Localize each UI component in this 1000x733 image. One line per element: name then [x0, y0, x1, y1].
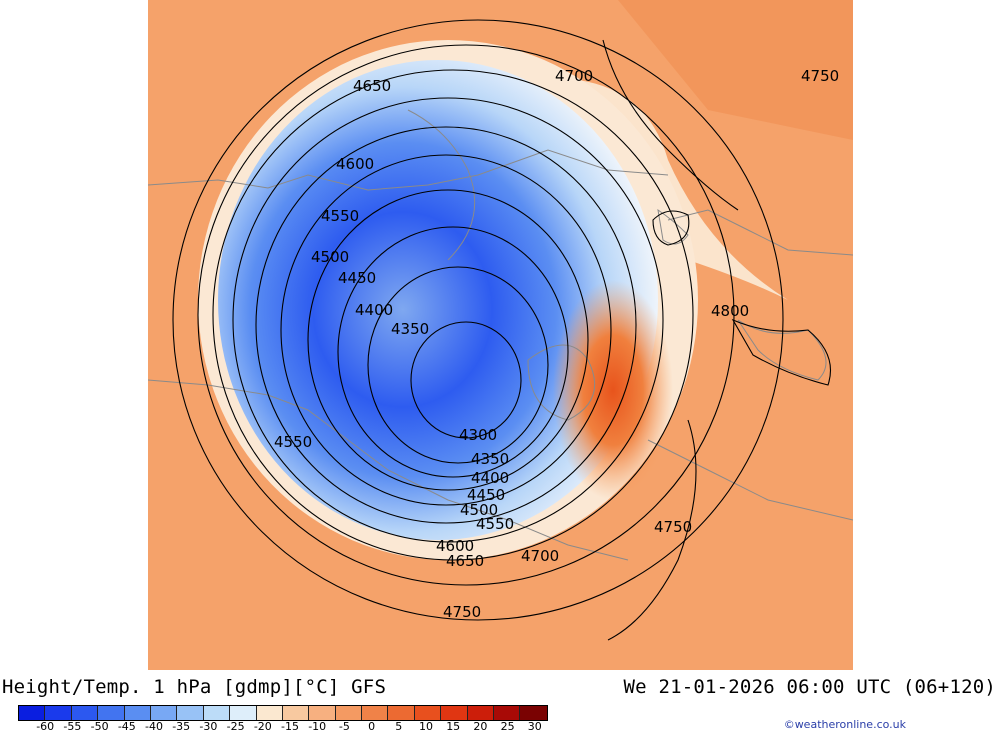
contour-label: 4650 — [353, 77, 391, 95]
color-scale-swatch — [494, 706, 521, 720]
color-scale-tick-label: 25 — [500, 720, 515, 733]
color-scale-tick-label: 10 — [419, 720, 433, 733]
color-scale-tick-label: 0 — [368, 720, 376, 733]
color-scale-tick-label: 20 — [473, 720, 488, 733]
color-scale-swatch — [203, 706, 231, 720]
color-scale-swatch — [177, 706, 204, 720]
color-scale-swatch — [362, 706, 389, 720]
color-scale-tick-label: -25 — [226, 720, 245, 733]
contour-label: 4350 — [471, 450, 509, 468]
coastlines — [148, 109, 853, 561]
contour-label: 4750 — [654, 518, 692, 536]
contour-label: 4500 — [311, 248, 349, 266]
color-scale-tick-label: -55 — [63, 720, 82, 733]
height-contours — [172, 19, 832, 641]
map-title: Height/Temp. 1 hPa [gdmp][°C] GFS — [2, 676, 387, 698]
contour-label: 4500 — [460, 501, 498, 519]
color-scale-tick-label: -20 — [253, 720, 272, 733]
color-scale-swatch — [150, 706, 178, 720]
color-scale-tick-label: -5 — [338, 720, 350, 733]
color-scale-swatch — [467, 706, 495, 720]
contour-label: 4550 — [321, 207, 359, 225]
color-scale-swatch — [520, 706, 547, 720]
source-credit[interactable]: ©weatheronline.co.uk — [783, 718, 906, 731]
contour-label: 4600 — [336, 155, 374, 173]
color-scale-tick-label: -45 — [117, 720, 136, 733]
contour-label: 4550 — [274, 433, 312, 451]
contour-label: 4750 — [801, 67, 839, 85]
contour-label: 4300 — [459, 426, 497, 444]
contour-label: 4350 — [391, 320, 429, 338]
color-scale-swatch — [282, 706, 310, 720]
contour-label: 4750 — [443, 603, 481, 621]
color-scale-swatch — [45, 706, 72, 720]
color-scale-tick-label: 5 — [395, 720, 403, 733]
contour-label: 4450 — [467, 486, 505, 504]
contour-label: 4700 — [555, 67, 593, 85]
color-scale-swatch — [414, 706, 442, 720]
color-scale-tick-label: -35 — [172, 720, 191, 733]
color-scale-tick-label: 30 — [527, 720, 542, 733]
warm-anomaly — [553, 280, 673, 500]
color-scale-swatch — [256, 706, 283, 720]
weather-map: 4650 4700 4750 4600 4550 4500 4450 4400 … — [148, 0, 853, 670]
contour-label: 4800 — [711, 302, 749, 320]
color-scale-tick-label: -15 — [281, 720, 299, 733]
contour-label: 4700 — [521, 547, 559, 565]
color-scale-bar — [18, 705, 548, 721]
contour-label: 4650 — [446, 552, 484, 570]
color-scale-swatch — [441, 706, 468, 720]
contour-label: 4400 — [355, 301, 393, 319]
contour-labels: 4650 4700 4750 4600 4550 4500 4450 4400 … — [274, 67, 839, 621]
color-scale-tick-label: -10 — [308, 720, 327, 733]
warm-band-northeast — [618, 0, 853, 140]
color-scale-swatch — [19, 706, 46, 720]
color-scale-tick-label: -40 — [145, 720, 163, 733]
color-scale-swatch — [388, 706, 415, 720]
color-scale-swatch — [230, 706, 257, 720]
contour-label: 4400 — [471, 469, 509, 487]
contour-label: 4550 — [476, 515, 514, 533]
color-scale-labels: -60 -55 -50 -45 -40 -35 -30 -25 -20 -15 -10 -5 0 5 10 1… — [18, 720, 563, 733]
contour-label: 4600 — [436, 537, 474, 555]
color-scale-tick-label: -50 — [90, 720, 109, 733]
color-scale-swatch — [124, 706, 151, 720]
valid-time: We 21-01-2026 06:00 UTC (06+120) — [623, 676, 996, 698]
color-scale-tick-label: 15 — [446, 720, 461, 733]
color-scale-tick-label: -30 — [199, 720, 218, 733]
color-scale-swatch — [71, 706, 99, 720]
color-scale-tick-label: -60 — [36, 720, 55, 733]
contour-label: 4450 — [338, 269, 376, 287]
color-scale-swatch — [309, 706, 336, 720]
color-scale-swatch — [98, 706, 125, 720]
color-scale-swatch — [335, 706, 363, 720]
